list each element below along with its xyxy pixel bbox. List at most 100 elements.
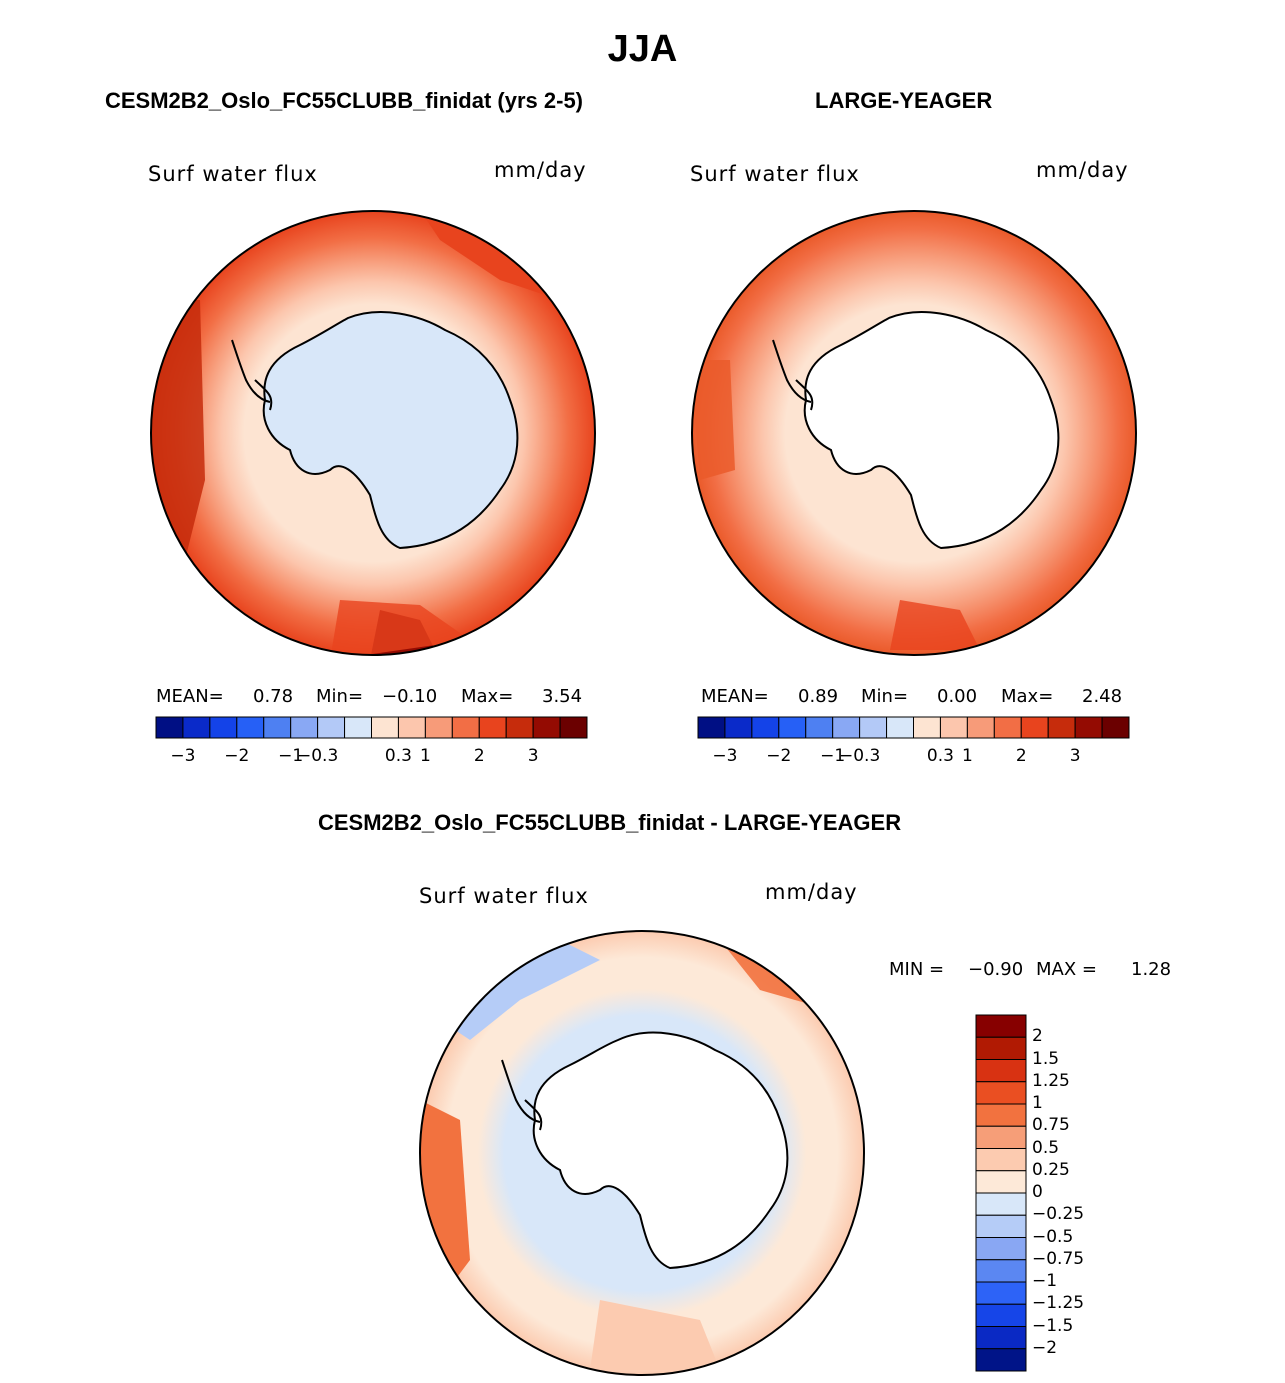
left-units-label: mm/day xyxy=(494,158,587,182)
right-colorbar-swatch-14 xyxy=(1074,716,1103,739)
diff-colorbar-swatch-13 xyxy=(975,1303,1027,1327)
left-colorbar xyxy=(155,716,588,739)
diff-colorbar-tick-label: 1 xyxy=(1032,1093,1043,1113)
left-colorbar-swatch-14 xyxy=(532,716,561,739)
right-colorbar-tick-label: 1 xyxy=(961,746,973,766)
left-map xyxy=(151,211,595,655)
diff-colorbar-swatch-5 xyxy=(975,1125,1027,1149)
diff-colorbar-tick-label: −2 xyxy=(1032,1337,1058,1358)
left-colorbar-swatch-8 xyxy=(371,716,399,739)
left-panel-title: CESM2B2_Oslo_FC55CLUBB_finidat (yrs 2-5) xyxy=(105,88,584,113)
diff-colorbar-tick-label: −1.5 xyxy=(1032,1315,1074,1336)
right-colorbar-swatch-11 xyxy=(993,716,1022,739)
right-colorbar-tick-label: −2 xyxy=(766,746,792,766)
left-colorbar-swatch-0 xyxy=(155,716,184,739)
right-min-label: Min= xyxy=(861,686,909,707)
diff-units-label: mm/day xyxy=(765,880,858,904)
diff-colorbar-tick-label: −0.25 xyxy=(1032,1204,1085,1225)
left-min-label: Min= xyxy=(316,686,364,707)
diff-min-value: −0.90 xyxy=(968,959,1024,980)
right-colorbar-swatch-2 xyxy=(751,716,780,739)
left-colorbar-swatch-2 xyxy=(209,716,238,739)
diff-map xyxy=(420,931,864,1375)
left-colorbar-swatch-9 xyxy=(397,716,426,739)
right-colorbar-swatch-12 xyxy=(1020,716,1049,739)
left-min-value: −0.10 xyxy=(382,686,438,707)
diff-colorbar-swatch-7 xyxy=(975,1170,1027,1194)
left-colorbar-swatch-3 xyxy=(236,716,265,739)
right-min-value: 0.00 xyxy=(937,686,978,707)
right-colorbar-swatch-5 xyxy=(832,716,861,739)
right-units-label: mm/day xyxy=(1036,158,1129,182)
diff-colorbar-swatch-1 xyxy=(975,1036,1027,1060)
left-colorbar-tick-label: 0.3 xyxy=(384,746,412,766)
diff-min-label: MIN = xyxy=(889,959,945,980)
left-colorbar-swatch-10 xyxy=(424,716,453,739)
right-mean-value: 0.89 xyxy=(798,686,839,707)
diff-max-label: MAX = xyxy=(1036,959,1097,980)
right-panel-title: LARGE-YEAGER xyxy=(815,88,993,113)
right-max-value: 2.48 xyxy=(1082,686,1123,707)
left-colorbar-tick-label: 1 xyxy=(419,746,431,766)
right-colorbar-swatch-3 xyxy=(778,716,807,739)
diff-colorbar-swatch-2 xyxy=(975,1059,1027,1083)
diff-colorbar-swatch-11 xyxy=(975,1259,1027,1283)
left-colorbar-tick-label: −0.3 xyxy=(296,746,339,766)
left-colorbar-swatch-6 xyxy=(317,716,346,739)
diff-colorbar xyxy=(975,1014,1027,1372)
right-mean-label: MEAN= xyxy=(701,686,769,707)
diff-colorbar-tick-label: 0.75 xyxy=(1032,1115,1070,1136)
diff-panel-title: CESM2B2_Oslo_FC55CLUBB_finidat - LARGE-Y… xyxy=(318,810,902,835)
right-colorbar-swatch-6 xyxy=(859,716,888,739)
left-colorbar-swatch-13 xyxy=(505,716,534,739)
right-colorbar-swatch-4 xyxy=(805,716,834,739)
diff-colorbar-tick-label: −0.75 xyxy=(1032,1248,1085,1269)
right-colorbar-tick-label: −3 xyxy=(712,746,738,766)
left-colorbar-swatch-1 xyxy=(182,716,211,739)
diff-variable-label: Surf water flux xyxy=(419,884,589,908)
left-colorbar-tick-label: −1 xyxy=(278,746,304,766)
diff-colorbar-swatch-15 xyxy=(975,1348,1027,1372)
left-max-label: Max= xyxy=(461,686,514,707)
diff-colorbar-tick-label: −1.25 xyxy=(1032,1293,1085,1314)
diff-colorbar-swatch-12 xyxy=(975,1281,1027,1305)
diff-colorbar-swatch-14 xyxy=(975,1326,1027,1350)
diff-colorbar-swatch-6 xyxy=(975,1148,1027,1172)
right-map-border xyxy=(691,210,1137,656)
right-colorbar-swatch-15 xyxy=(1101,716,1130,739)
diff-colorbar-tick-label: 1.25 xyxy=(1032,1070,1070,1091)
left-mean-label: MEAN= xyxy=(156,686,224,707)
left-colorbar-swatch-12 xyxy=(478,716,507,739)
right-colorbar-swatch-7 xyxy=(886,716,914,739)
left-colorbar-tick-label: −2 xyxy=(224,746,250,766)
diff-colorbar-tick-label: 0.25 xyxy=(1032,1159,1070,1180)
left-colorbar-tick-label: 3 xyxy=(527,746,539,766)
right-colorbar-swatch-9 xyxy=(939,716,968,739)
diff-colorbar-tick-label: −1 xyxy=(1032,1271,1058,1291)
right-colorbar-swatch-0 xyxy=(697,716,726,739)
right-colorbar-swatch-1 xyxy=(724,716,753,739)
diff-colorbar-swatch-8 xyxy=(975,1192,1027,1216)
left-colorbar-swatch-5 xyxy=(290,716,319,739)
left-colorbar-swatch-4 xyxy=(263,716,292,739)
diff-colorbar-tick-label: 0.5 xyxy=(1032,1137,1060,1158)
left-map-border xyxy=(150,210,596,656)
right-colorbar-tick-label: 0.3 xyxy=(926,746,954,766)
right-colorbar-swatch-13 xyxy=(1047,716,1076,739)
diff-colorbar-swatch-9 xyxy=(975,1214,1027,1238)
right-colorbar-tick-label: −0.3 xyxy=(838,746,881,766)
left-colorbar-swatch-7 xyxy=(344,716,372,739)
right-variable-label: Surf water flux xyxy=(690,162,860,186)
left-max-value: 3.54 xyxy=(542,686,583,707)
left-colorbar-swatch-11 xyxy=(451,716,480,739)
right-colorbar-tick-label: 2 xyxy=(1015,746,1027,766)
left-colorbar-tick-label: −3 xyxy=(170,746,196,766)
right-max-label: Max= xyxy=(1001,686,1054,707)
left-mean-value: 0.78 xyxy=(253,686,294,707)
diff-colorbar-tick-label: 0 xyxy=(1032,1182,1043,1202)
diff-colorbar-tick-label: −0.5 xyxy=(1032,1226,1074,1247)
left-colorbar-swatch-15 xyxy=(559,716,588,739)
left-colorbar-tick-label: 2 xyxy=(473,746,485,766)
right-map xyxy=(692,211,1136,655)
